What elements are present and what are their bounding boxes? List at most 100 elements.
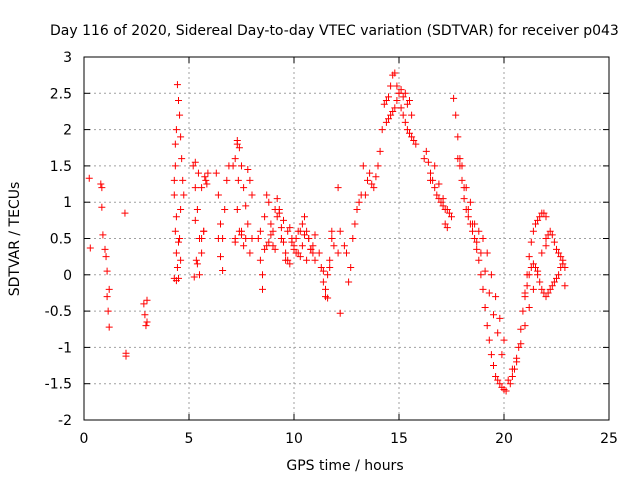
- data-point: [525, 303, 533, 311]
- data-point: [529, 227, 537, 235]
- data-point: [353, 205, 361, 213]
- data-point: [202, 176, 210, 184]
- data-point: [403, 100, 411, 108]
- data-point: [311, 231, 319, 239]
- data-point: [403, 126, 411, 134]
- data-point: [177, 256, 185, 264]
- x-tick-label: 15: [390, 431, 408, 447]
- data-point: [273, 195, 281, 203]
- data-point: [481, 267, 489, 275]
- data-point: [234, 176, 242, 184]
- data-point: [328, 235, 336, 242]
- data-point: [553, 245, 560, 253]
- data-point: [454, 133, 462, 141]
- data-point: [523, 282, 531, 290]
- data-point: [244, 166, 252, 174]
- data-point: [142, 322, 150, 330]
- data-point: [452, 111, 460, 119]
- data-point: [343, 249, 350, 257]
- data-point: [198, 235, 206, 242]
- data-point: [559, 256, 567, 264]
- data-point: [525, 253, 533, 261]
- data-point: [496, 314, 504, 322]
- data-point: [466, 198, 474, 206]
- data-point: [519, 307, 527, 315]
- data-point: [282, 249, 290, 257]
- data-point: [301, 213, 308, 221]
- data-point: [307, 245, 315, 253]
- data-point: [246, 249, 254, 257]
- data-point: [259, 271, 266, 279]
- data-point: [233, 136, 241, 144]
- data-point: [406, 129, 413, 137]
- data-point: [385, 115, 392, 123]
- data-point: [406, 97, 413, 105]
- data-point: [385, 93, 392, 101]
- data-point: [473, 238, 481, 246]
- data-point: [336, 227, 344, 235]
- data-point: [492, 372, 500, 380]
- data-point: [464, 213, 472, 221]
- data-point: [324, 271, 332, 279]
- data-point: [280, 238, 287, 246]
- data-point: [347, 264, 355, 272]
- data-point: [473, 245, 481, 253]
- data-point: [544, 289, 552, 297]
- data-point: [401, 89, 409, 97]
- data-point: [98, 203, 106, 211]
- data-point: [286, 260, 294, 268]
- data-point: [177, 133, 185, 141]
- data-point: [529, 260, 537, 268]
- data-point: [477, 249, 485, 257]
- data-point: [301, 231, 308, 239]
- data-point: [198, 249, 206, 257]
- data-point: [175, 238, 182, 246]
- data-point: [448, 213, 455, 221]
- data-point: [334, 249, 342, 257]
- data-point: [532, 264, 539, 272]
- data-point: [229, 162, 237, 170]
- data-point: [173, 264, 181, 272]
- data-point: [248, 191, 256, 199]
- data-point: [176, 111, 184, 119]
- data-point: [217, 220, 224, 228]
- data-point: [256, 227, 264, 235]
- data-point: [546, 227, 554, 235]
- data-point: [494, 376, 502, 384]
- data-point: [103, 293, 111, 301]
- data-point: [178, 155, 186, 163]
- data-point: [542, 242, 550, 250]
- data-point: [172, 126, 180, 134]
- x-tick-label: 25: [600, 431, 618, 447]
- data-point: [378, 126, 386, 134]
- data-point: [508, 372, 516, 380]
- x-tick-label: 0: [80, 431, 89, 447]
- data-point: [555, 271, 563, 279]
- data-point: [494, 329, 502, 337]
- data-point: [201, 173, 209, 181]
- data-point: [267, 220, 275, 228]
- data-point: [412, 140, 420, 148]
- data-point: [399, 93, 407, 101]
- data-point: [441, 220, 449, 228]
- data-point: [315, 249, 323, 257]
- chart-title: Day 116 of 2020, Sidereal Day-to-day VTE…: [50, 23, 619, 39]
- data-point: [192, 256, 200, 264]
- data-point: [469, 227, 476, 235]
- data-point: [334, 184, 342, 192]
- data-point: [172, 213, 180, 221]
- data-point: [170, 274, 178, 282]
- data-point: [326, 264, 334, 272]
- data-point: [529, 285, 537, 293]
- data-point: [460, 195, 468, 203]
- data-point: [238, 162, 245, 170]
- y-tick-label: 0.5: [50, 232, 72, 248]
- data-point: [456, 162, 464, 170]
- data-point: [176, 235, 184, 242]
- data-point: [319, 267, 327, 275]
- data-point: [296, 253, 304, 261]
- data-point: [223, 176, 231, 184]
- data-point: [122, 352, 130, 360]
- data-point: [98, 184, 106, 192]
- y-tick-label: -1.5: [45, 377, 72, 393]
